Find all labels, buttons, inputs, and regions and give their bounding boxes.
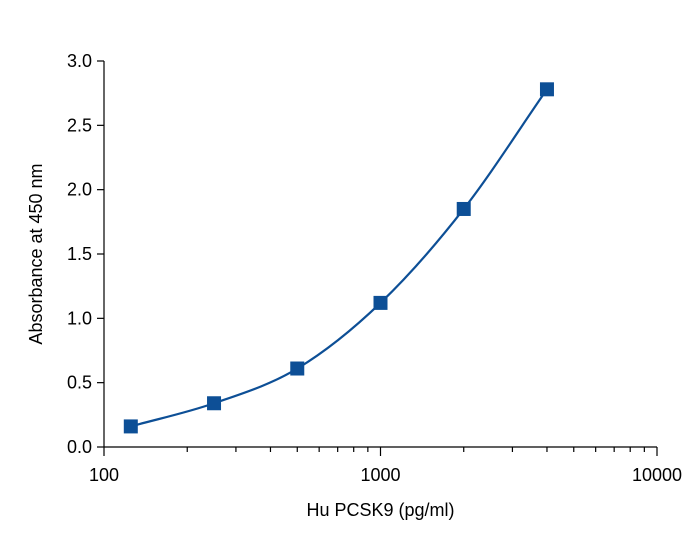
y-tick-label: 0.0 <box>67 437 92 457</box>
fitted-curve <box>130 88 548 428</box>
x-tick-label: 100 <box>89 465 119 485</box>
data-point <box>456 201 471 216</box>
y-tick-label: 2.0 <box>67 180 92 200</box>
x-tick-label: 1000 <box>360 465 400 485</box>
y-axis-title: Absorbance at 450 nm <box>26 163 46 344</box>
data-point <box>539 82 554 97</box>
y-tick-label: 3.0 <box>67 51 92 71</box>
y-tick-label: 1.5 <box>67 244 92 264</box>
x-axis-title: Hu PCSK9 (pg/ml) <box>306 500 454 520</box>
axes <box>103 61 657 448</box>
curve-layer <box>130 88 548 428</box>
data-point <box>373 295 388 310</box>
ticks: 0.0 0.5 1.0 1.5 2.0 2.5 3.0 100 1000 10000 <box>67 51 682 485</box>
x-tick-label: 10000 <box>632 465 682 485</box>
y-tick-label: 1.0 <box>67 308 92 328</box>
points <box>123 82 554 434</box>
y-tick-label: 2.5 <box>67 115 92 135</box>
data-point <box>123 419 138 434</box>
y-tick-label: 0.5 <box>67 373 92 393</box>
data-point <box>290 361 305 376</box>
data-point <box>207 396 222 411</box>
